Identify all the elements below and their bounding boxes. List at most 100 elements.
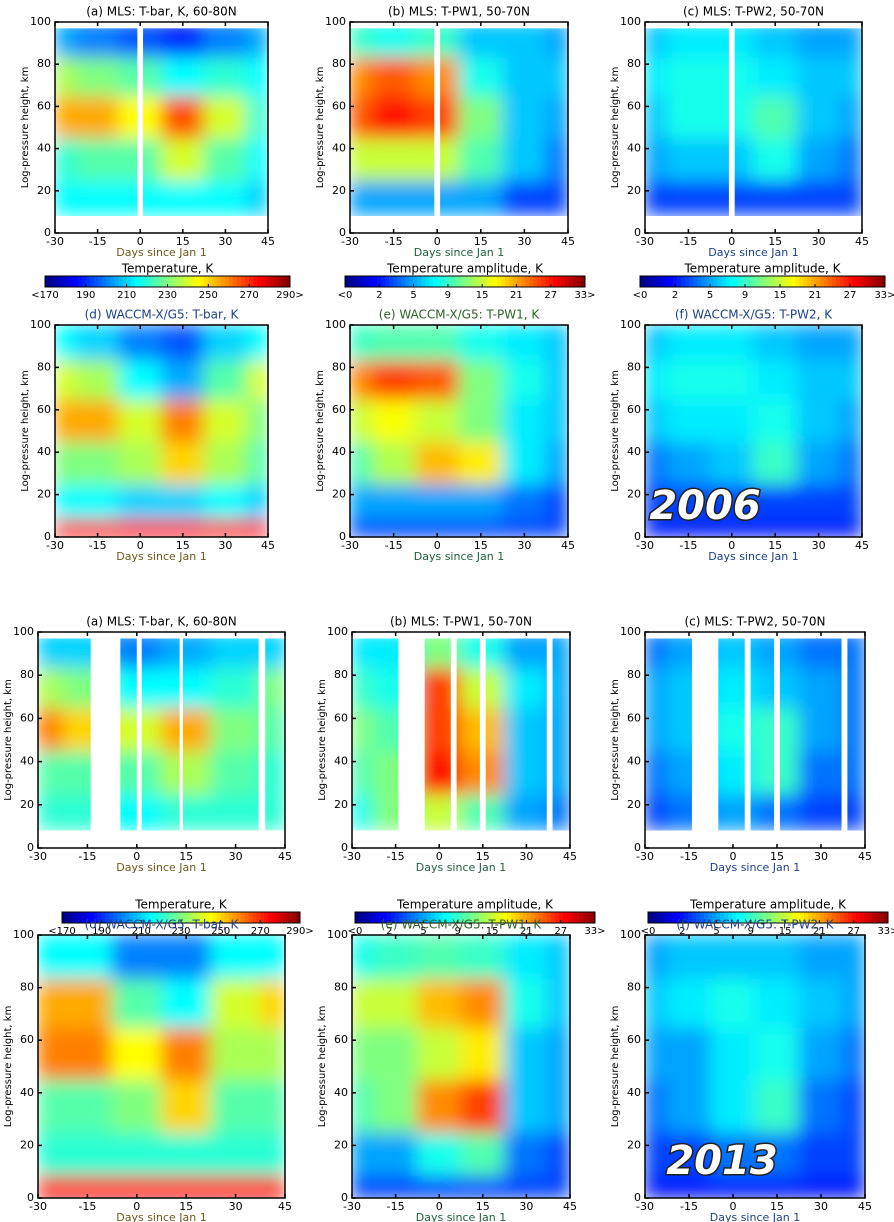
heatmap-cell — [118, 398, 162, 443]
colorbar-swatch — [569, 276, 574, 287]
heatmap-cell — [414, 518, 460, 537]
y-tick-label: 20 — [627, 1138, 641, 1151]
colorbar-swatch — [868, 912, 873, 923]
colorbar-swatch — [852, 912, 857, 923]
heatmap-cell — [55, 325, 77, 361]
colorbar-swatch — [483, 912, 488, 923]
colorbar-swatch — [369, 276, 374, 287]
heatmap-cell — [38, 935, 64, 979]
x-tick-label: 45 — [855, 235, 869, 248]
heatmap-cell — [753, 95, 798, 139]
heatmap-cells — [352, 632, 570, 831]
heatmap-cell — [203, 441, 248, 485]
heatmap-cell — [75, 398, 120, 443]
colorbar-swatch — [85, 276, 91, 287]
heatmap-cell — [796, 359, 841, 400]
colorbar-tick-label: <0 — [348, 926, 363, 937]
x-tick-label: -30 — [636, 850, 654, 863]
x-axis-label: Days since Jan 1 — [708, 246, 798, 259]
colorbar-swatch — [788, 912, 793, 923]
colorbar-swatch — [799, 276, 804, 287]
heatmap-cell — [796, 518, 841, 537]
colorbar-tick-label: 230 — [171, 926, 190, 937]
colorbar-swatch — [122, 276, 128, 287]
colorbar-swatch — [401, 276, 406, 287]
colorbar-swatch — [85, 912, 91, 923]
heatmap-cell — [666, 359, 711, 400]
colorbar-tick-label: 210 — [132, 926, 151, 937]
heatmap-cell — [210, 793, 261, 831]
heatmap-cell — [709, 359, 754, 400]
colorbar-swatch — [102, 276, 107, 287]
colorbar-swatch — [73, 276, 79, 287]
heatmap-cell — [839, 56, 862, 97]
x-tick-label: 30 — [812, 235, 826, 248]
heatmap-cell — [203, 56, 248, 97]
colorbar: Temperature, K <170 190 210 230 250 270 290> — [31, 262, 303, 302]
colorbar-swatch — [224, 912, 230, 923]
heatmap-cell — [754, 1131, 800, 1177]
colorbar-swatch — [114, 276, 119, 287]
heatmap-cell — [161, 750, 212, 795]
x-tick-label: 30 — [517, 539, 531, 552]
colorbar-tick-label: 290> — [276, 290, 303, 301]
colorbar-swatch — [449, 276, 454, 287]
colorbar-swatch — [644, 276, 649, 287]
colorbar-frame — [354, 911, 596, 924]
heatmap-cell — [210, 1175, 261, 1198]
colorbar-swatch — [787, 276, 792, 287]
heatmap-cell — [458, 56, 504, 97]
x-tick-label: 0 — [133, 1200, 140, 1213]
colorbar-swatch — [261, 276, 266, 287]
heatmap-cell — [55, 22, 77, 58]
heatmap-cell — [645, 22, 668, 58]
heatmap-cell — [645, 179, 668, 216]
colorbar: Temperature amplitude, K <0 2 5 9 15 21 27 33> — [338, 262, 596, 302]
colorbar-swatch — [740, 912, 745, 923]
colorbar-swatch — [796, 912, 801, 923]
heatmap-cell — [645, 1175, 668, 1198]
colorbar-tick-label: 33> — [874, 290, 894, 301]
colorbar-swatch — [509, 276, 514, 287]
colorbar-swatch — [555, 912, 560, 923]
colorbar-swatch — [776, 912, 781, 923]
y-tick-label: 100 — [13, 625, 34, 638]
colorbar-swatch — [188, 912, 194, 923]
heatmap-cell — [753, 137, 798, 181]
colorbar-tick-label: 21 — [510, 290, 523, 301]
heatmap-cell — [38, 793, 64, 831]
colorbar-swatch — [864, 912, 869, 923]
heatmap-cell — [203, 398, 248, 443]
x-axis-label: Days since Jan 1 — [416, 861, 506, 874]
heatmap-cell — [458, 95, 504, 139]
colorbar-swatch — [377, 276, 382, 287]
colorbar-tick-label: 2 — [679, 926, 685, 937]
x-tick-label: 0 — [728, 539, 735, 552]
y-tick-label: 60 — [20, 1033, 34, 1046]
x-tick-label: 30 — [229, 850, 243, 863]
colorbar-swatch — [543, 912, 548, 923]
y-axis-label: Log-pressure height, km — [3, 1006, 14, 1128]
colorbar-swatch — [439, 912, 444, 923]
colorbar-swatch — [717, 276, 723, 287]
x-tick-label: 30 — [218, 539, 232, 552]
heatmap-cell — [55, 137, 77, 181]
data-gap — [179, 632, 183, 848]
no-data — [350, 216, 568, 233]
heatmap-cell — [666, 1079, 712, 1133]
heatmap-cell — [798, 977, 844, 1028]
x-tick-label: 30 — [519, 850, 533, 863]
colorbar-tick-label: 190 — [76, 290, 95, 301]
colorbar-swatch — [117, 912, 122, 923]
x-tick-label: 45 — [561, 235, 575, 248]
heatmap-cell — [460, 1026, 506, 1081]
colorbar-swatch — [713, 276, 719, 287]
colorbar-swatch — [253, 276, 258, 287]
x-tick-label: 45 — [858, 850, 872, 863]
heatmap-cell — [161, 667, 212, 709]
heatmap-cell — [666, 977, 712, 1028]
heatmap-cell — [259, 1131, 285, 1177]
heatmap-cell — [210, 977, 261, 1028]
colorbar-swatch — [880, 912, 885, 923]
heatmap-cell — [38, 750, 64, 795]
